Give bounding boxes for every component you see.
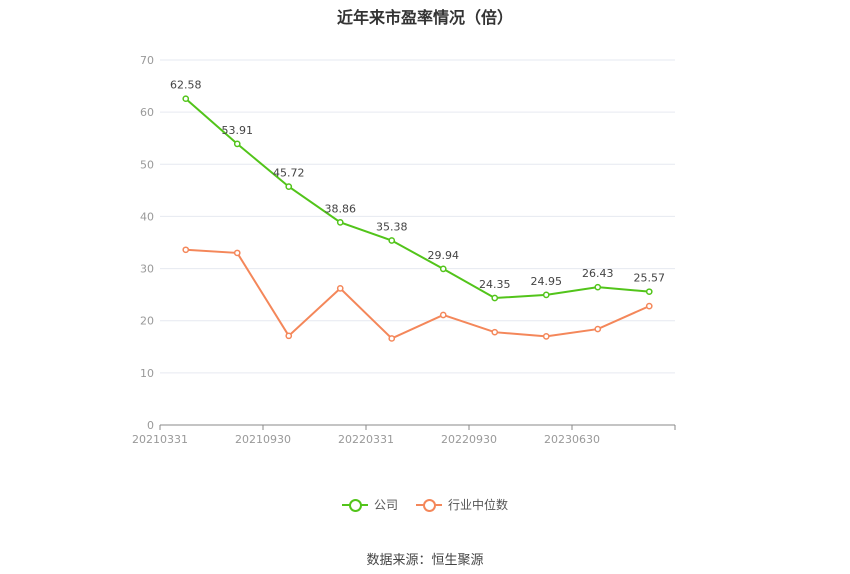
x-tick-label: 20220930: [441, 433, 497, 446]
data-labels: 62.58 53.91 45.72 38.86 35.38 29.94 24.35 24.95…: [170, 79, 665, 291]
data-point: [542, 291, 550, 299]
legend-company-marker-icon: [341, 498, 368, 512]
data-label: 26.43: [582, 267, 614, 280]
y-tick-label: 40: [140, 210, 154, 223]
y-tick-label: 70: [140, 54, 154, 67]
data-label: 24.35: [479, 278, 511, 291]
legend-item-industry-median[interactable]: 行业中位数: [416, 496, 508, 513]
data-label: 35.38: [376, 221, 408, 234]
grid-lines: [160, 59, 675, 374]
data-point: [388, 335, 396, 342]
data-label: 45.72: [273, 167, 305, 180]
chart-title: 近年来市盈率情况（倍）: [336, 8, 513, 27]
data-point: [594, 325, 602, 333]
data-point: [285, 183, 293, 190]
y-tick-label: 10: [140, 367, 154, 380]
data-point: [491, 294, 499, 302]
legend-industry-marker-icon: [416, 498, 442, 512]
data-point: [182, 95, 190, 103]
data-point: [233, 140, 241, 148]
data-point: [594, 283, 602, 291]
data-label: 38.86: [325, 202, 357, 215]
data-point: [439, 265, 447, 273]
legend-item-company[interactable]: 公司: [341, 496, 398, 513]
data-label: 62.58: [170, 79, 202, 92]
data-point: [439, 311, 447, 319]
data-label: 24.95: [531, 275, 563, 288]
y-tick-label: 20: [140, 315, 154, 328]
data-point: [182, 246, 190, 254]
data-label: 53.91: [222, 124, 254, 137]
data-point: [388, 237, 396, 244]
data-point: [233, 249, 241, 257]
data-point: [285, 332, 293, 340]
series-line-1: [185, 248, 650, 340]
x-tick-label: 20210930: [235, 433, 291, 446]
data-label: 29.94: [428, 249, 460, 262]
x-tick-label: 20230630: [544, 433, 600, 446]
data-point: [336, 219, 344, 226]
y-tick-label: 60: [140, 106, 154, 119]
data-point: [645, 288, 653, 296]
series-lines: [182, 95, 653, 342]
x-tick-label: 20220331: [338, 433, 394, 446]
y-tick-label: 0: [147, 419, 154, 432]
legend-company-label: 公司: [373, 498, 398, 512]
source-note: 数据来源：恒生聚源: [366, 553, 484, 568]
legend-industry-label: 行业中位数: [448, 498, 509, 512]
x-tick-label: 20210331: [132, 433, 188, 446]
y-tick-label: 30: [140, 263, 154, 276]
legend: 公司 行业中位数: [0, 496, 850, 513]
series-line-0: [185, 97, 650, 300]
axes: 0 10 20 30 40 50 60 70 20210331 20210930 20220331 2…: [132, 54, 676, 446]
y-tick-label: 50: [140, 158, 154, 171]
data-point: [336, 285, 344, 292]
data-point: [542, 333, 550, 340]
data-label: 25.57: [634, 272, 666, 285]
data-point: [491, 328, 499, 336]
data-point: [645, 302, 653, 310]
